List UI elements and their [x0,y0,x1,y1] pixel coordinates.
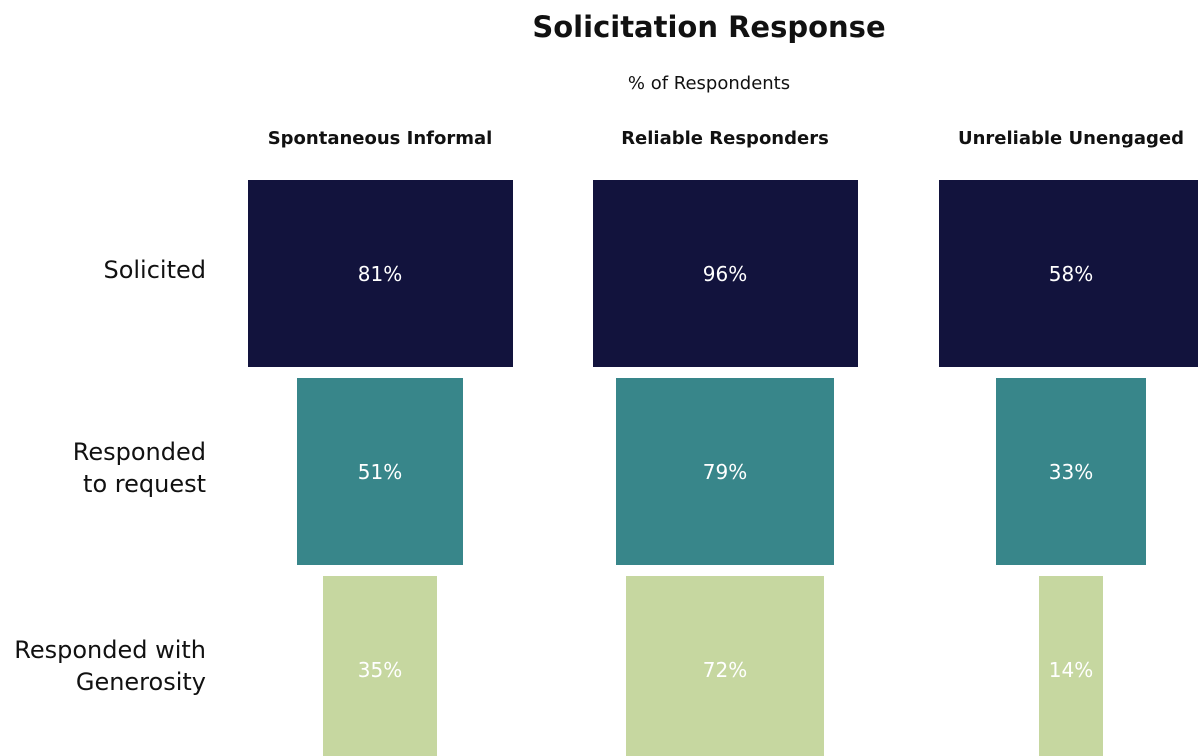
value-label: 14% [1048,657,1094,682]
value-label: 96% [702,261,748,286]
row-label: Responded to request [72,438,206,498]
bar: 81% [247,180,513,367]
value-label: 51% [357,459,403,484]
row-label: Responded with Generosity [14,636,206,696]
value-label: 72% [702,657,748,682]
bar: 35% [322,576,438,756]
value-label: 33% [1048,459,1094,484]
column-header: Spontaneous Informal [267,128,493,149]
bar: 33% [995,378,1147,565]
bar: 51% [296,378,464,565]
bar: 79% [615,378,835,565]
value-label: 79% [702,459,748,484]
chart-title: Solicitation Response [532,10,886,44]
bar: 72% [625,576,825,756]
chart-subtitle: % of Respondents [627,73,791,94]
value-label: 81% [357,261,403,286]
row-label: Solicited [103,256,206,284]
value-label: 35% [357,657,403,682]
bar: 58% [938,180,1198,367]
column-header: Reliable Responders [621,128,829,149]
value-label: 58% [1048,261,1094,286]
bar: 96% [592,180,858,367]
bar: 14% [1039,576,1103,756]
column-header: Unreliable Unengaged [958,128,1184,149]
